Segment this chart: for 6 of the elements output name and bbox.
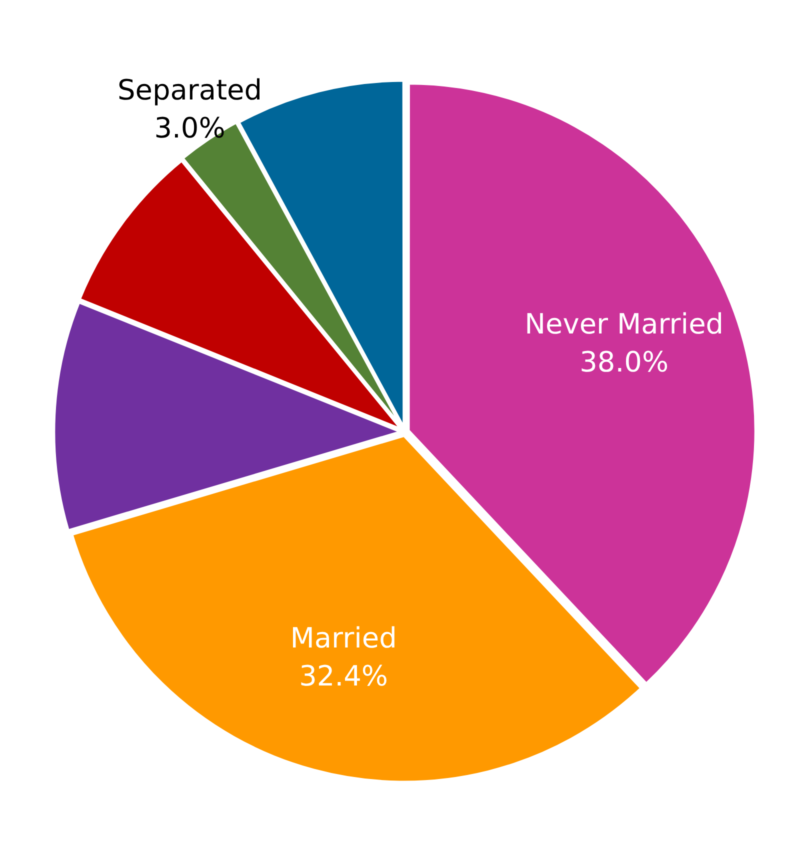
slice-label: Married: [290, 622, 397, 655]
data-label: 32.4%: [299, 660, 388, 693]
data-label: 38.0%: [580, 346, 669, 379]
slice-label: Separated: [117, 73, 262, 106]
data-label: 3.0%: [154, 111, 226, 144]
slice-label: Never Married: [524, 308, 724, 341]
